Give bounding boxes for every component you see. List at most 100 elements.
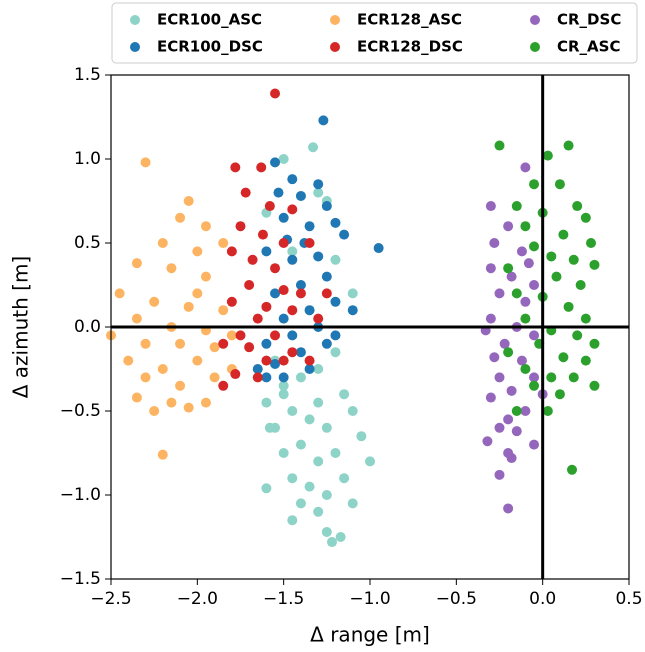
- point: [304, 221, 315, 232]
- legend-label: CR_ASC: [557, 38, 620, 56]
- point: [295, 190, 306, 201]
- point: [308, 142, 319, 153]
- point: [347, 288, 358, 299]
- point: [511, 288, 522, 299]
- point: [575, 280, 586, 290]
- legend-label: CR_DSC: [557, 11, 621, 29]
- point: [321, 422, 332, 433]
- point: [321, 338, 332, 349]
- point: [335, 532, 346, 542]
- point: [321, 288, 332, 299]
- point: [347, 305, 358, 316]
- point: [304, 238, 315, 248]
- point: [494, 288, 505, 299]
- point: [321, 526, 332, 537]
- legend: [111, 2, 638, 64]
- legend-label: ECR128_DSC: [357, 38, 463, 56]
- point: [506, 271, 517, 282]
- point: [313, 179, 324, 190]
- point: [554, 389, 565, 400]
- point: [257, 229, 268, 240]
- point: [339, 389, 350, 400]
- point: [287, 246, 298, 257]
- point: [499, 338, 510, 349]
- legend-label: ECR100_ASC: [157, 11, 262, 29]
- point: [586, 238, 597, 248]
- point: [235, 330, 246, 341]
- point: [261, 372, 272, 383]
- point: [226, 330, 237, 341]
- legend-marker: [330, 42, 340, 52]
- point: [511, 201, 522, 212]
- point: [200, 221, 211, 232]
- point: [278, 212, 289, 223]
- point: [529, 372, 540, 383]
- point: [489, 238, 500, 248]
- point: [252, 313, 263, 324]
- point: [295, 498, 306, 509]
- point: [313, 313, 324, 324]
- point: [273, 187, 284, 198]
- legend-marker: [130, 15, 140, 25]
- point: [140, 157, 151, 168]
- point: [278, 372, 289, 383]
- point: [503, 414, 514, 425]
- point: [278, 313, 289, 324]
- point: [356, 431, 367, 442]
- point: [287, 515, 298, 526]
- point: [330, 347, 341, 358]
- legend-label: ECR100_DSC: [157, 38, 263, 56]
- point: [270, 263, 281, 274]
- y-tick-label: 0.0: [74, 317, 101, 337]
- point: [157, 238, 168, 248]
- point: [149, 406, 160, 416]
- point: [313, 456, 324, 467]
- point: [365, 456, 375, 467]
- point: [572, 201, 583, 212]
- point: [321, 490, 332, 500]
- point: [240, 187, 251, 198]
- point: [558, 229, 569, 240]
- point: [114, 288, 125, 299]
- point: [304, 305, 315, 316]
- point: [572, 330, 583, 341]
- point: [327, 537, 338, 548]
- point: [304, 364, 315, 374]
- point: [347, 498, 358, 509]
- point: [166, 263, 177, 274]
- x-tick-label: −2.0: [177, 589, 218, 609]
- point: [218, 238, 229, 248]
- point: [278, 238, 289, 248]
- point: [209, 372, 220, 383]
- point: [295, 280, 306, 290]
- point: [580, 355, 591, 366]
- point: [131, 313, 142, 324]
- point: [209, 342, 220, 353]
- y-axis-label: Δ azimuth [m]: [9, 256, 33, 398]
- point: [175, 338, 186, 349]
- point: [270, 288, 281, 299]
- point: [330, 254, 341, 265]
- point: [295, 372, 306, 383]
- point: [529, 380, 540, 391]
- point: [295, 439, 306, 450]
- y-tick-label: 1.5: [74, 65, 101, 85]
- point: [520, 313, 531, 324]
- point: [261, 301, 272, 312]
- point: [494, 372, 505, 383]
- x-tick-label: 0.5: [615, 589, 642, 609]
- x-tick-label: −2.5: [90, 589, 131, 609]
- point: [230, 369, 241, 380]
- point: [264, 201, 275, 212]
- point: [264, 422, 275, 433]
- point: [489, 352, 500, 363]
- point: [321, 271, 332, 282]
- point: [183, 196, 194, 206]
- point: [287, 406, 298, 416]
- point: [140, 338, 151, 349]
- point: [226, 296, 237, 307]
- legend-marker: [130, 42, 140, 52]
- point: [218, 305, 229, 316]
- point: [546, 372, 557, 383]
